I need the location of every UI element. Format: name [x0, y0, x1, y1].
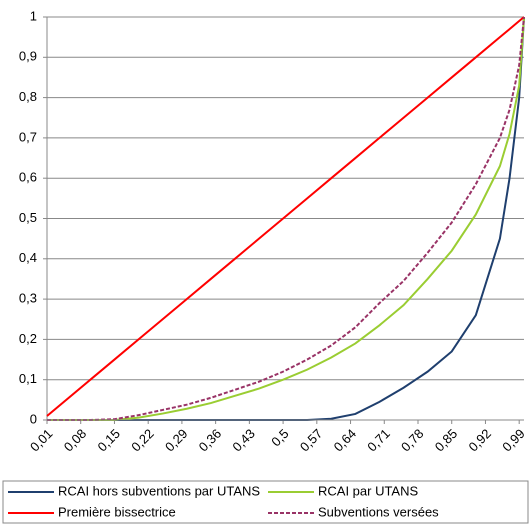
x-tick-label: 0,01 — [27, 426, 56, 455]
x-tick-label: 0,29 — [162, 426, 191, 455]
x-tick-label: 0,71 — [364, 426, 393, 455]
y-tick-label: 0,7 — [19, 129, 37, 144]
x-tick-label: 0,5 — [268, 426, 291, 449]
legend-label: Subventions versées — [318, 504, 439, 519]
y-tick-label: 0,4 — [19, 250, 37, 265]
x-tick-label: 0,57 — [297, 426, 326, 455]
series-line — [47, 16, 525, 421]
x-tick-label: 0,99 — [499, 426, 528, 455]
y-tick-label: 0,8 — [19, 89, 37, 104]
series-line — [47, 16, 525, 421]
legend-box — [2, 480, 529, 524]
x-tick-label: 0,43 — [229, 426, 258, 455]
x-tick-label: 0,78 — [398, 426, 427, 455]
y-tick-label: 0,1 — [19, 371, 37, 386]
legend-label: RCAI hors subventions par UTANS — [58, 483, 260, 498]
y-tick-label: 0,6 — [19, 170, 37, 185]
x-tick-label: 0,85 — [432, 426, 461, 455]
y-tick-label: 0,2 — [19, 331, 37, 346]
x-tick-label: 0,08 — [61, 426, 90, 455]
legend-label: Première bissectrice — [58, 504, 176, 519]
x-tick-label: 0,15 — [95, 426, 124, 455]
series-line — [46, 16, 525, 417]
y-tick-label: 1 — [30, 8, 37, 23]
x-tick-label: 0,92 — [466, 426, 495, 455]
legend-label: RCAI par UTANS — [318, 483, 418, 498]
y-tick-label: 0,3 — [19, 291, 37, 306]
x-tick-label: 0,22 — [128, 426, 157, 455]
y-tick-label: 0,5 — [19, 210, 37, 225]
x-tick-label: 0,36 — [196, 426, 225, 455]
x-tick-label: 0,64 — [331, 426, 360, 455]
y-tick-label: 0 — [30, 411, 37, 426]
y-tick-label: 0,9 — [19, 49, 37, 64]
